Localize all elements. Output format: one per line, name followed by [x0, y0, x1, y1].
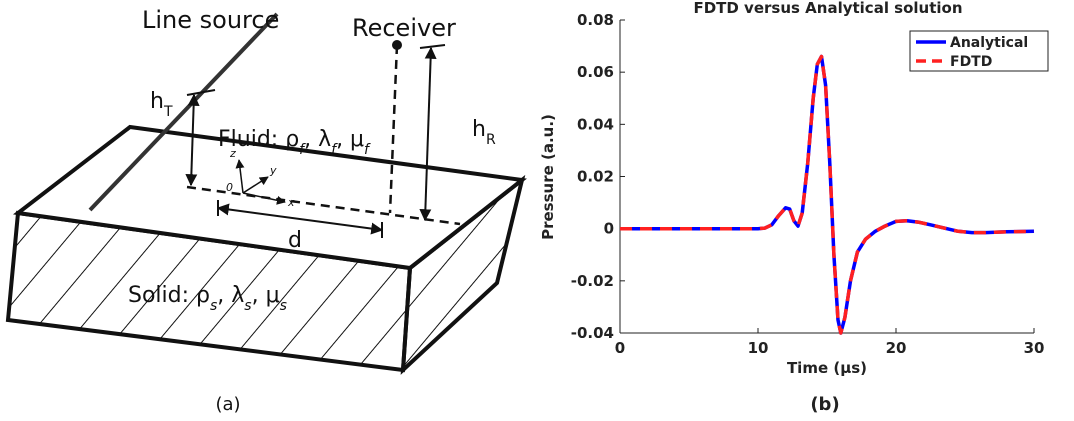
receiver-dot — [392, 40, 402, 50]
subscript: s — [280, 298, 287, 314]
label-part: , μ — [336, 127, 364, 152]
y-tick-label: -0.02 — [571, 272, 614, 290]
label-part: Fluid: ρ — [218, 127, 299, 152]
x-axis-label: Time (μs) — [787, 359, 867, 377]
label-part: , μ — [252, 283, 280, 308]
x-tick-label: 0 — [615, 339, 625, 357]
h-r-label: hR — [472, 117, 496, 148]
legend-label: Analytical — [950, 35, 1028, 51]
y-axis — [242, 176, 269, 194]
h-r-sub: R — [486, 132, 496, 148]
label-part: Solid: ρ — [128, 283, 210, 308]
chart: FDTD versus Analytical solution Time (μs… — [539, 0, 1049, 415]
caption: (a) — [215, 394, 240, 415]
d-label: d — [288, 228, 302, 253]
z-axis — [235, 159, 245, 194]
legend-box — [909, 30, 1049, 72]
h-r-arrow — [419, 46, 437, 222]
line-source — [88, 12, 279, 212]
label-part: , λ — [304, 127, 331, 152]
y-tick-label: 0.02 — [577, 168, 614, 186]
tick — [419, 44, 446, 49]
h-t-sub: T — [163, 104, 173, 120]
y-axis-label: Pressure (a.u.) — [539, 114, 557, 240]
subscript: f — [331, 142, 338, 158]
receiver-label: Receiver — [352, 14, 456, 42]
h-t-base: h — [150, 89, 164, 114]
x-axis — [242, 192, 286, 205]
y-tick-label: 0.06 — [577, 63, 614, 81]
y-tick-label: 0 — [604, 220, 614, 238]
x-tick-label: 10 — [748, 339, 769, 357]
x-tick-label: 30 — [1024, 339, 1045, 357]
h-t-arrow — [185, 93, 200, 187]
axis-letter: y — [269, 164, 277, 177]
subscript: f — [299, 142, 306, 158]
subscript: s — [244, 298, 251, 314]
series-line — [620, 54, 1035, 335]
fluid-label: Fluid: ρf, λf, μf — [218, 127, 371, 158]
subscript: f — [364, 142, 371, 158]
solid-label: Solid: ρs, λs, μs — [128, 283, 287, 314]
y-tick-label: 0.08 — [577, 11, 614, 29]
diagram: Line source Receiver hT hR d Fluid: ρf, … — [5, 6, 527, 415]
axis-letter: x — [287, 196, 295, 209]
y-tick-label: 0.04 — [577, 115, 614, 133]
chart-title: FDTD versus Analytical solution — [693, 0, 962, 17]
d-arrow — [216, 203, 384, 235]
subscript: s — [210, 298, 217, 314]
label-part: , λ — [217, 283, 244, 308]
axis-letter: z — [229, 147, 236, 160]
axis-letter: 0 — [226, 181, 233, 194]
caption: (b) — [810, 394, 839, 415]
legend-label: FDTD — [950, 54, 992, 70]
h-t-label: hT — [150, 89, 173, 120]
h-r-base: h — [472, 117, 486, 142]
receiver-line — [388, 44, 399, 214]
source-label: Line source — [142, 6, 279, 34]
y-tick-label: -0.04 — [571, 324, 614, 342]
x-tick-label: 20 — [886, 339, 907, 357]
